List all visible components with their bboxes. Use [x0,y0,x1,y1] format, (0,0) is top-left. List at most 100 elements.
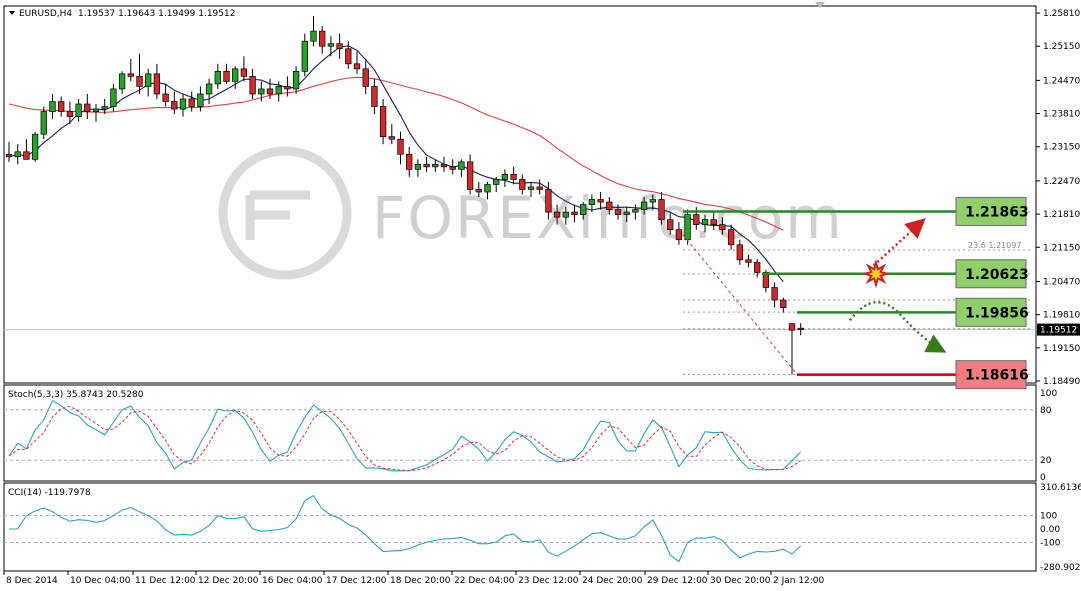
candle [84,93,91,120]
candle-body-down [536,186,543,190]
candle [301,33,308,77]
candle-body-down [658,199,665,220]
candle [275,81,282,102]
time-axis-label: 22 Dec 04:00 [454,576,515,586]
time-axis-label: 12 Dec 20:00 [198,576,259,586]
candle [327,36,335,57]
price-axis-label: 1.25150 [1043,42,1080,52]
candle-body-down [345,48,352,65]
price-axis-label: 1.19150 [1043,344,1080,354]
candle-body-up [640,201,648,210]
symbol-label: EURUSD,H4 [19,9,72,19]
candle-body-up [31,133,39,160]
candle-body-up [527,186,535,190]
candle [232,66,239,89]
candle-body-up [588,199,596,205]
candle-body-down [606,201,613,210]
candle [458,159,465,177]
candle-body-up [458,161,465,170]
cci-axis-label: -280.9021 [1040,563,1081,573]
cci-line [9,494,802,563]
moving-average-fast [8,45,784,282]
candle [214,63,221,89]
candle-body-down [66,111,74,117]
candle [484,181,491,200]
candle-body-down [406,153,413,170]
breakout-burst-icon [861,259,891,289]
cci-axis-label: 310.6136 [1040,483,1081,493]
candle-body-down [388,136,395,140]
candle-body-down [319,30,326,47]
candle [145,68,152,97]
time-axis-label: 17 Dec 12:00 [326,576,387,586]
candle [406,146,413,177]
candle-body-down [23,151,30,160]
price-axis-label: 1.20470 [1043,277,1080,287]
candle [719,217,726,235]
candle-body-down [745,259,752,263]
candle [475,181,482,198]
candle [754,258,761,278]
candle [771,282,778,308]
candle-body-down [449,166,456,170]
candle [153,63,161,99]
candle [623,207,630,223]
candle [597,191,604,210]
candle [684,209,691,245]
moving-average-slow [8,76,784,231]
ohlc-label: 1.19537 1.19643 1.19499 1.19512 [78,9,235,19]
breakout-arrow-icon [869,218,926,270]
candle [414,159,422,177]
dropdown-arrow-icon[interactable] [9,11,15,15]
level-label: 1.19856 [965,305,1029,321]
candle-body-down [762,272,770,288]
candle [745,254,752,268]
candle-body-up [101,106,108,110]
candle-body-down [693,214,700,226]
projection-line [682,234,798,375]
candle-body-down [710,219,717,226]
candle [649,194,656,210]
price-axis-label: 1.25810 [1043,9,1080,19]
candle-body-up [40,111,47,135]
level-box [955,297,1027,327]
candle [727,224,735,250]
candle-body-down [440,163,448,168]
candle [710,212,717,230]
level-box [955,360,1027,390]
stoch-title: Stoch(5,3,3) 35.8743 20.5280 [8,390,144,400]
candle [110,83,117,112]
retest-arrow-icon [849,300,947,353]
scroll-marker-icon[interactable] [815,2,825,8]
candle [701,214,709,233]
candle [510,166,517,185]
level-box [955,196,1027,226]
candle-body-down [614,209,622,215]
candle [49,93,56,120]
candle-body-down [510,174,517,180]
candle [606,197,613,215]
candle [449,159,456,175]
candle-body-up [197,93,204,107]
candle-body-up [649,199,656,203]
candle-body-up [484,184,491,193]
candle-body-up [327,43,335,47]
candle [493,176,500,192]
candle-body-down [127,73,134,77]
candle [397,131,404,165]
candle-body-down [153,73,161,95]
candle [258,81,265,102]
candle-body-down [727,229,735,246]
candle-body-down [423,163,430,168]
time-axis-label: 11 Dec 12:00 [135,576,196,586]
watermark-logo [218,146,352,280]
candle [31,131,39,162]
candle-body-down [5,153,13,158]
candle [249,68,256,99]
candle-body-down [249,76,256,95]
candle-body-up [214,70,221,85]
candle-body-up [92,108,100,112]
candle [66,101,74,125]
candle-body-down [371,86,378,107]
